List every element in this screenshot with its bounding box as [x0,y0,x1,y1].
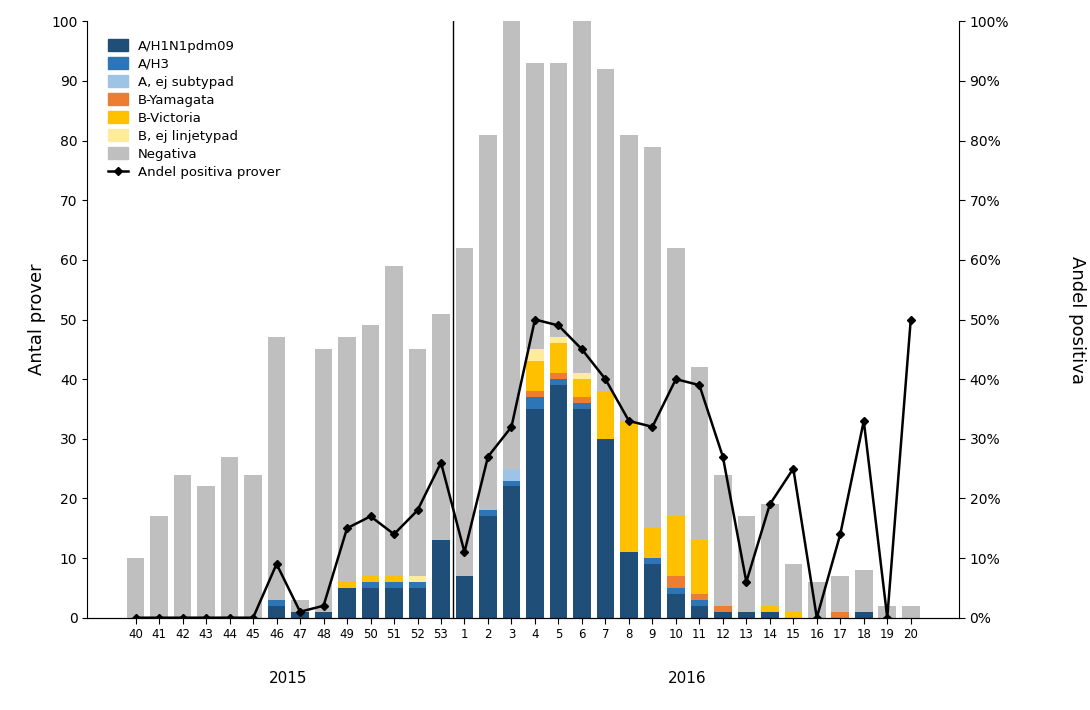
Bar [338,588,355,618]
Text: 2016: 2016 [668,672,707,687]
Bar [197,486,215,618]
Bar [573,379,591,397]
Bar [385,582,403,588]
Bar [738,516,755,612]
Bar [526,349,544,361]
Bar [549,379,567,385]
Bar [480,510,497,516]
Bar [691,367,709,540]
Bar [526,63,544,349]
Bar [409,349,426,576]
Bar [268,600,286,606]
Bar [691,606,709,618]
Bar [126,558,145,618]
Bar [620,421,638,552]
Bar [549,344,567,373]
Bar [526,397,544,409]
Bar [291,600,308,612]
Bar [526,409,544,618]
Bar [432,314,450,540]
Bar [385,266,403,576]
Bar [268,606,286,618]
Bar [573,409,591,618]
Bar [832,612,849,618]
Bar [643,564,662,618]
Bar [738,612,755,618]
Bar [596,439,615,618]
Bar [573,21,591,373]
Bar [549,63,567,337]
Legend: A/H1N1pdm09, A/H3, A, ej subtypad, B-Yamagata, B-Victoria, B, ej linjetypad, Neg: A/H1N1pdm09, A/H3, A, ej subtypad, B-Yam… [102,34,286,184]
Bar [573,373,591,379]
Bar [714,474,731,606]
Bar [785,612,802,618]
Bar [338,337,355,582]
Y-axis label: Antal prover: Antal prover [27,263,46,376]
Bar [456,576,473,618]
Bar [502,486,520,618]
Bar [691,594,709,600]
Bar [480,516,497,618]
Bar [409,582,426,588]
Bar [502,481,520,486]
Bar [385,576,403,582]
Bar [502,469,520,481]
Bar [150,516,168,618]
Bar [667,516,685,576]
Bar [691,540,709,594]
Bar [879,606,896,618]
Bar [549,385,567,618]
Bar [855,570,873,612]
Bar [596,391,615,439]
Bar [596,69,615,391]
Bar [808,582,825,618]
Bar [315,349,332,612]
Bar [643,528,662,558]
Bar [855,612,873,618]
Bar [338,582,355,588]
Bar [362,325,379,576]
Bar [785,564,802,612]
Bar [362,582,379,588]
Y-axis label: Andel positiva: Andel positiva [1067,256,1086,383]
Bar [901,606,920,618]
Bar [667,594,685,618]
Bar [526,391,544,397]
Bar [362,576,379,582]
Bar [480,135,497,510]
Bar [573,403,591,409]
Bar [761,504,778,606]
Bar [173,474,192,618]
Bar [268,337,286,600]
Bar [291,612,308,618]
Bar [620,552,638,618]
Bar [315,612,332,618]
Bar [573,397,591,403]
Bar [432,540,450,618]
Bar [502,21,520,469]
Bar [385,588,403,618]
Bar [362,588,379,618]
Bar [456,248,473,576]
Bar [761,606,778,612]
Text: 2015: 2015 [269,672,307,687]
Bar [667,576,685,588]
Bar [643,558,662,564]
Bar [221,457,239,618]
Bar [526,361,544,391]
Bar [714,612,731,618]
Bar [691,600,709,606]
Bar [643,146,662,528]
Bar [832,576,849,612]
Bar [549,373,567,379]
Bar [549,337,567,344]
Bar [667,248,685,516]
Bar [667,588,685,594]
Bar [409,576,426,582]
Bar [409,588,426,618]
Bar [620,135,638,421]
Bar [714,606,731,612]
Bar [244,474,262,618]
Bar [761,612,778,618]
